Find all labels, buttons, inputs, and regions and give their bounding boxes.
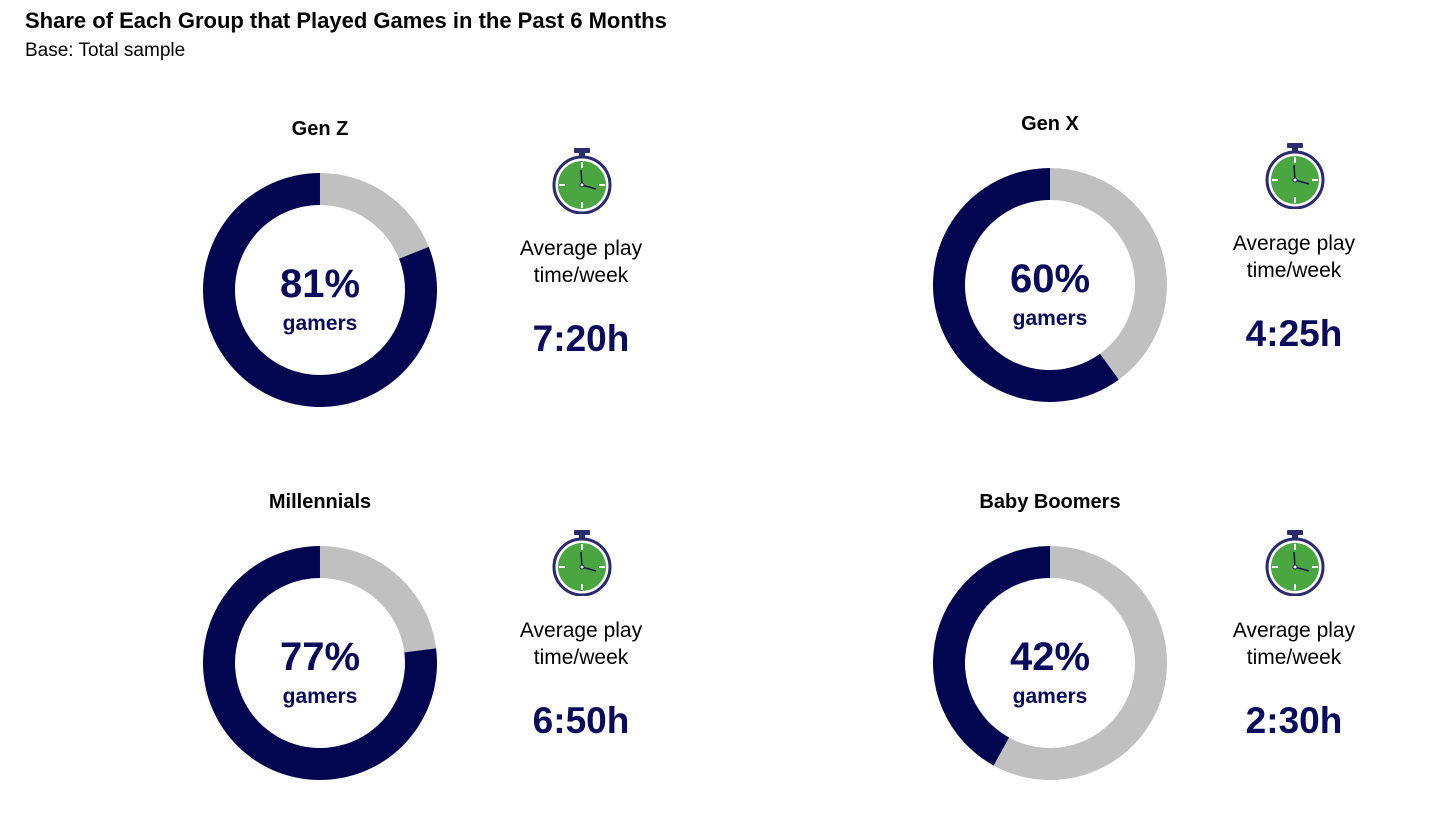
avg-label-line2: time/week (1246, 646, 1342, 669)
gamers-label: gamers (282, 312, 358, 335)
percent-label: 81% (279, 262, 361, 306)
donut-slice-gamers (933, 168, 1119, 402)
avg-label-line1: Average play (1232, 619, 1356, 642)
avg-time-value: 6:50h (532, 700, 630, 741)
chart-title: Share of Each Group that Played Games in… (25, 8, 667, 33)
donut-slice-non-gamers (320, 546, 437, 653)
gamers-label: gamers (282, 685, 358, 708)
group-label-baby-boomers: Baby Boomers (979, 491, 1121, 513)
avg-time-value: 7:20h (532, 318, 630, 359)
stopwatch-icon (1265, 530, 1325, 596)
avg-label-line2: time/week (533, 264, 629, 287)
donut-slice-non-gamers (993, 546, 1167, 780)
donut-gen-z (203, 173, 437, 407)
donut-slice-gamers (933, 546, 1050, 766)
group-panel: Millennials 77% gamers Average play time/… (0, 373, 700, 780)
avg-play-label: Average play time/week (480, 235, 682, 289)
gamers-label: gamers (1012, 307, 1088, 330)
avg-label-line1: Average play (519, 619, 643, 642)
stopwatch-icon (552, 148, 612, 214)
avg-label-line2: time/week (1246, 259, 1342, 282)
group-panel: Baby Boomers 42% gamers Average play time… (730, 373, 1430, 780)
percent-label: 77% (279, 635, 361, 679)
group-label-gen-z: Gen Z (291, 118, 349, 140)
donut-baby-boomers (933, 546, 1167, 780)
avg-time-value: 2:30h (1245, 700, 1343, 741)
stopwatch-icon (552, 530, 612, 596)
avg-label-line1: Average play (519, 237, 643, 260)
avg-label-line2: time/week (533, 646, 629, 669)
percent-label: 60% (1009, 257, 1091, 301)
avg-time-value: 4:25h (1245, 313, 1343, 354)
avg-label-line1: Average play (1232, 232, 1356, 255)
donut-gen-x (933, 168, 1167, 402)
percent-label: 42% (1009, 635, 1091, 679)
donut-slice-non-gamers (320, 173, 429, 259)
avg-play-label: Average play time/week (1193, 230, 1395, 284)
group-label-millennials: Millennials (268, 491, 372, 513)
donut-slice-non-gamers (1050, 168, 1167, 380)
chart-subtitle: Base: Total sample (25, 40, 186, 61)
gamers-label: gamers (1012, 685, 1088, 708)
group-panel: Gen Z 81% gamers Average play time/week 7… (0, 0, 700, 407)
avg-play-label: Average play time/week (1193, 617, 1395, 671)
stopwatch-icon (1265, 143, 1325, 209)
avg-play-label: Average play time/week (480, 617, 682, 671)
donut-millennials (203, 546, 437, 780)
group-label-gen-x: Gen X (1021, 113, 1079, 135)
group-panel: Gen X 60% gamers Average play time/week 4… (730, 0, 1430, 402)
